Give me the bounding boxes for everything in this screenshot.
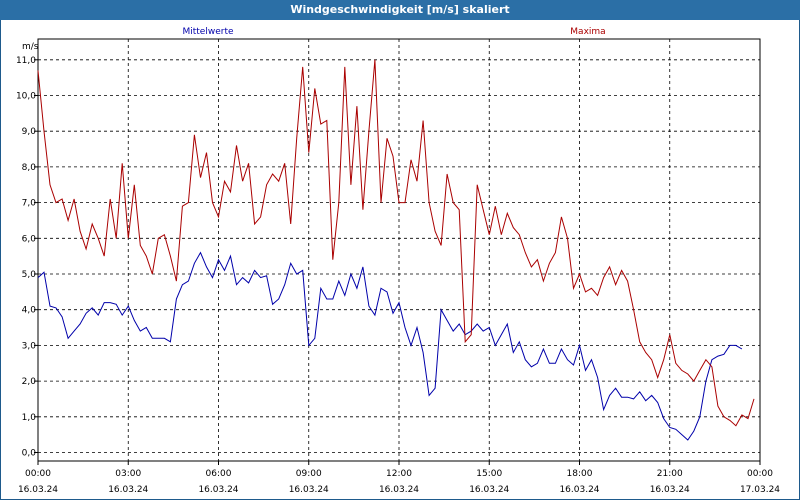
y-tick-label: 1,0	[22, 413, 37, 423]
chart-title: Windgeschwindigkeit [m/s] skaliert	[290, 3, 510, 16]
y-tick-label: 2,0	[22, 377, 37, 387]
y-tick-label: 10,0	[16, 92, 36, 102]
x-tick-time-label: 00:00	[747, 469, 773, 479]
y-tick-label: 11,0	[16, 56, 36, 66]
series-lines	[37, 59, 755, 441]
x-tick-time-label: 03:00	[115, 469, 141, 479]
legend-maxima: Maxima	[570, 27, 605, 37]
x-tick-time-label: 12:00	[386, 469, 412, 479]
y-tick-label: 3,0	[22, 341, 37, 351]
x-tick-date-label: 16.03.24	[289, 485, 329, 495]
x-tick-time-label: 06:00	[206, 469, 232, 479]
x-tick-time-label: 18:00	[567, 469, 593, 479]
x-tick-date-label: 16.03.24	[108, 485, 148, 495]
x-tick-date-label: 17.03.24	[740, 485, 780, 495]
x-tick-time-label: 09:00	[296, 469, 322, 479]
grid-lines	[38, 39, 760, 461]
y-tick-label: 0,0	[22, 449, 37, 459]
y-tick-label: 8,0	[22, 163, 37, 173]
series-line-maxima	[37, 59, 755, 427]
x-tick-date-label: 16.03.24	[650, 485, 690, 495]
series-line-mittelwerte	[37, 251, 743, 441]
x-tick-date-label: 16.03.24	[469, 485, 509, 495]
y-tick-label: 7,0	[22, 199, 37, 209]
x-tick-time-label: 00:00	[25, 469, 51, 479]
title-bar	[0, 0, 800, 20]
x-tick-date-label: 16.03.24	[559, 485, 599, 495]
x-tick-date-label: 16.03.24	[198, 485, 238, 495]
x-tick-date-label: 16.03.24	[18, 485, 58, 495]
legend-mittelwerte: Mittelwerte	[182, 27, 233, 37]
x-tick-time-label: 21:00	[657, 469, 683, 479]
y-axis: 0,0 1,0 2,0 3,0 4,0 5,0 6,0 7,0 8,0 9,0 10,0 11,0	[16, 56, 38, 459]
y-tick-label: 6,0	[22, 234, 37, 244]
y-tick-label: 4,0	[22, 306, 37, 316]
y-axis-unit-label: m/s	[22, 42, 39, 52]
x-axis: 00:00 16.03.24 03:00 16.03.24 06:00 16.03.24 0…	[18, 461, 780, 495]
y-tick-label: 9,0	[22, 127, 37, 137]
x-tick-date-label: 16.03.24	[379, 485, 419, 495]
y-tick-label: 5,0	[22, 270, 37, 280]
x-tick-time-label: 15:00	[476, 469, 502, 479]
